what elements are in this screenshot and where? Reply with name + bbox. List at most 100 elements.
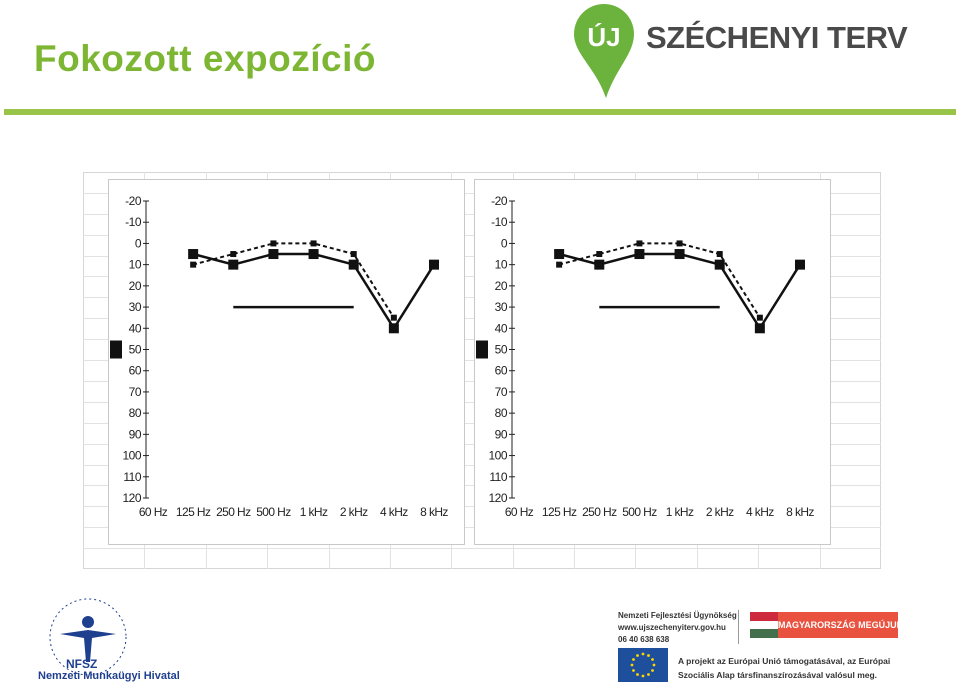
eu-funding-text: A projekt az Európai Unió támogatásával,… xyxy=(678,654,890,682)
nfsz-name: Nemzeti Munkaügyi Hivatal xyxy=(38,670,180,682)
data-point-small xyxy=(556,261,563,268)
data-point xyxy=(228,259,239,270)
eu-star xyxy=(647,654,650,657)
x-tick-label: 1 kHz xyxy=(300,505,328,519)
footer-separator xyxy=(738,610,739,644)
data-point xyxy=(388,323,399,334)
y-tick-label: -20 xyxy=(491,194,508,208)
data-point xyxy=(634,249,645,260)
y-tick-label: 50 xyxy=(129,343,142,357)
y-tick-label: -20 xyxy=(125,194,142,208)
y-tick-label: 60 xyxy=(495,364,508,378)
eu-star xyxy=(630,663,634,667)
agency-name: Nemzeti Fejlesztési Ügynökség xyxy=(618,611,737,620)
data-point xyxy=(268,249,279,260)
y-tick-label: 110 xyxy=(123,470,141,484)
y-tick-label: 110 xyxy=(489,470,507,484)
y-tick-label: 80 xyxy=(129,406,142,420)
slide-title: Fokozott expozíció xyxy=(34,38,376,79)
eu-text-line1: A projekt az Európai Unió támogatásával,… xyxy=(678,656,891,666)
eu-star xyxy=(641,674,645,678)
data-point-small xyxy=(636,240,643,247)
data-point-small xyxy=(390,314,397,321)
x-tick-label: 1 kHz xyxy=(666,505,694,519)
y-tick-label: 70 xyxy=(495,385,508,399)
y-tick-label: 40 xyxy=(495,321,508,335)
hungary-flag-icon xyxy=(750,612,778,638)
agency-web: www.ujszechenyiterv.gov.hu xyxy=(618,623,726,632)
x-tick-label: 60 Hz xyxy=(139,505,168,519)
y-tick-label: 10 xyxy=(495,258,508,272)
data-point xyxy=(594,259,605,270)
x-tick-label: 125 Hz xyxy=(176,505,211,519)
eu-star xyxy=(651,669,654,672)
x-tick-label: 250 Hz xyxy=(216,505,251,519)
y-tick-label: -10 xyxy=(491,215,508,229)
y-tick-label: 60 xyxy=(129,364,142,378)
data-point-small xyxy=(596,251,603,258)
series-line-dashed xyxy=(192,242,395,319)
eu-star xyxy=(647,673,650,676)
eu-star xyxy=(636,654,639,657)
y-tick-label: 20 xyxy=(495,279,508,293)
data-point-small xyxy=(310,240,317,247)
agency-info: Nemzeti Fejlesztési Ügynökség www.ujszec… xyxy=(618,610,737,646)
magyarorszag-megujul-logo: MAGYARORSZÁG MEGÚJUL xyxy=(750,612,902,638)
data-point-small xyxy=(756,314,763,321)
data-point-small xyxy=(230,251,237,258)
data-point xyxy=(714,259,725,270)
y-tick-label: 20 xyxy=(129,279,142,293)
y-tick-label: 80 xyxy=(495,406,508,420)
x-tick-label: 250 Hz xyxy=(582,505,617,519)
audiogram-left-panel: -20 -10 0 10 20 30 40 50 60 70 80 90 100 110 120 60 Hz 1… xyxy=(108,179,465,545)
data-point xyxy=(429,259,439,270)
nfsz-abbr: NFSZ xyxy=(66,657,98,671)
data-point-small xyxy=(716,251,723,258)
mm-label: MAGYARORSZÁG MEGÚJUL xyxy=(778,612,902,638)
audiogram-right-panel: -20 -10 0 10 20 30 40 50 60 70 80 90 100 110 120 60 Hz 1… xyxy=(474,179,831,545)
x-tick-label: 125 Hz xyxy=(542,505,577,519)
x-tick-label: 4 kHz xyxy=(380,505,408,519)
eu-star xyxy=(652,663,656,667)
y-tick-label: 70 xyxy=(129,385,142,399)
side-marker xyxy=(476,340,488,359)
data-point xyxy=(188,249,199,260)
szechenyi-logo: ÚJ SZÉCHENYI TERV xyxy=(572,2,952,102)
map-pin-icon: ÚJ xyxy=(574,4,634,98)
series-line-dashed xyxy=(558,242,761,319)
x-tick-label: 8 kHz xyxy=(786,505,814,519)
y-tick-label: 30 xyxy=(129,300,142,314)
y-tick-label: 120 xyxy=(488,491,507,505)
nfsz-emblem xyxy=(49,598,127,676)
data-point xyxy=(754,323,765,334)
y-tick-label: 100 xyxy=(488,449,507,463)
data-point-small xyxy=(676,240,683,247)
brand-name: SZÉCHENYI TERV xyxy=(646,20,908,55)
data-point-small xyxy=(190,261,197,268)
data-point-small xyxy=(350,251,357,258)
x-tick-label: 500 Hz xyxy=(622,505,657,519)
eu-star xyxy=(641,652,645,656)
data-point xyxy=(554,249,565,260)
side-marker xyxy=(110,340,122,359)
eu-star xyxy=(636,673,639,676)
eu-star xyxy=(651,658,654,661)
eu-star xyxy=(632,658,635,661)
data-point xyxy=(795,259,805,270)
x-tick-label: 4 kHz xyxy=(746,505,774,519)
eu-star xyxy=(632,669,635,672)
data-point xyxy=(674,249,685,260)
data-point xyxy=(308,249,319,260)
y-tick-label: 90 xyxy=(495,427,508,441)
x-tick-label: 60 Hz xyxy=(505,505,534,519)
y-tick-label: 120 xyxy=(122,491,141,505)
x-tick-label: 2 kHz xyxy=(706,505,734,519)
y-tick-label: 40 xyxy=(129,321,142,335)
y-tick-label: 90 xyxy=(129,427,142,441)
x-tick-label: 8 kHz xyxy=(420,505,448,519)
data-point-small xyxy=(270,240,277,247)
x-tick-label: 2 kHz xyxy=(340,505,368,519)
y-tick-label: 100 xyxy=(122,449,141,463)
